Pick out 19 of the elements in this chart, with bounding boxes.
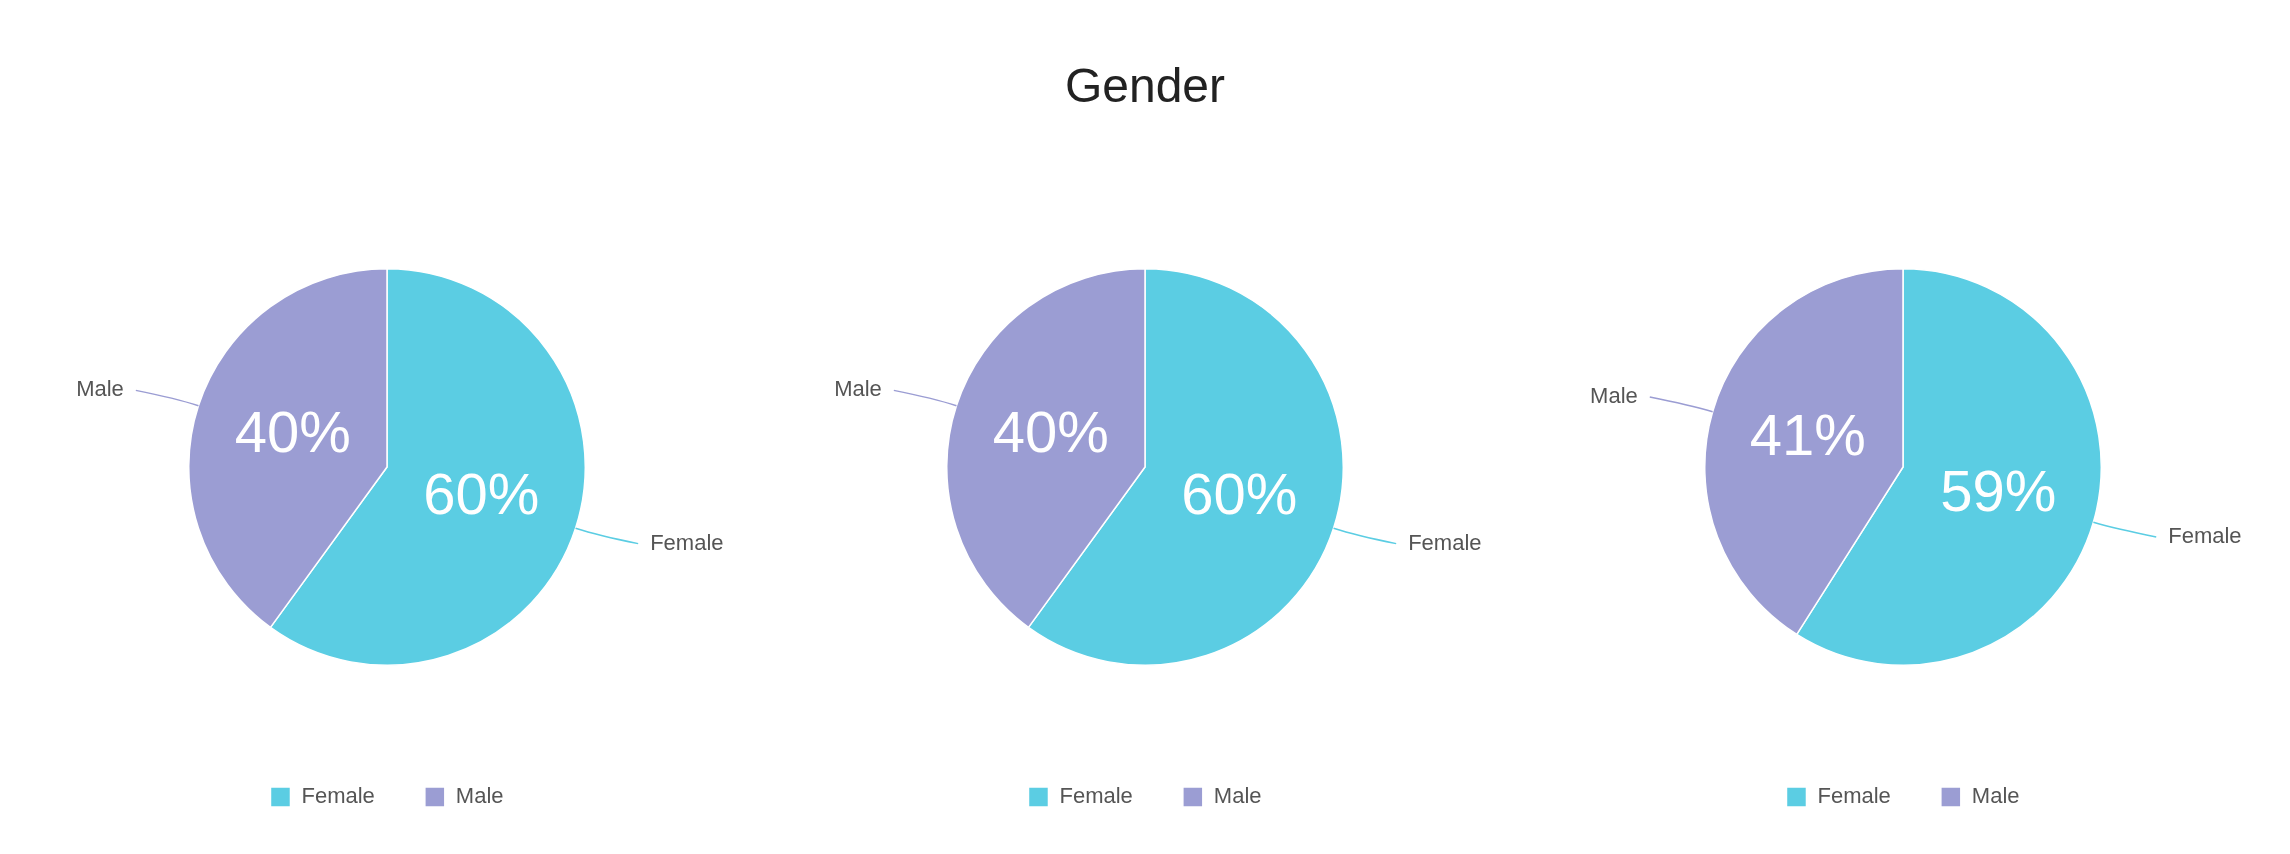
legend-label: Female: [301, 783, 375, 809]
slice-label: Male: [76, 376, 124, 402]
data-label: 40%: [992, 399, 1109, 465]
slice-label: Male: [1590, 383, 1638, 409]
data-label: 60%: [1181, 460, 1298, 526]
legend-label: Male: [1213, 783, 1262, 809]
legend-label: Male: [1971, 783, 2020, 809]
data-label: 40%: [234, 399, 351, 465]
legend-label: Male: [455, 783, 504, 809]
data-label: 59%: [1940, 457, 2057, 523]
slice-label: Male: [834, 376, 882, 402]
slice-label: Female: [650, 529, 724, 555]
legend-label: Female: [1817, 783, 1891, 809]
slice-label: Female: [2168, 523, 2242, 549]
data-label: 60%: [423, 460, 540, 526]
legend-label: Female: [1059, 783, 1133, 809]
data-label: 41%: [1749, 402, 1866, 468]
chart-title: Gender: [1064, 59, 1226, 112]
slice-label: Female: [1408, 529, 1482, 555]
